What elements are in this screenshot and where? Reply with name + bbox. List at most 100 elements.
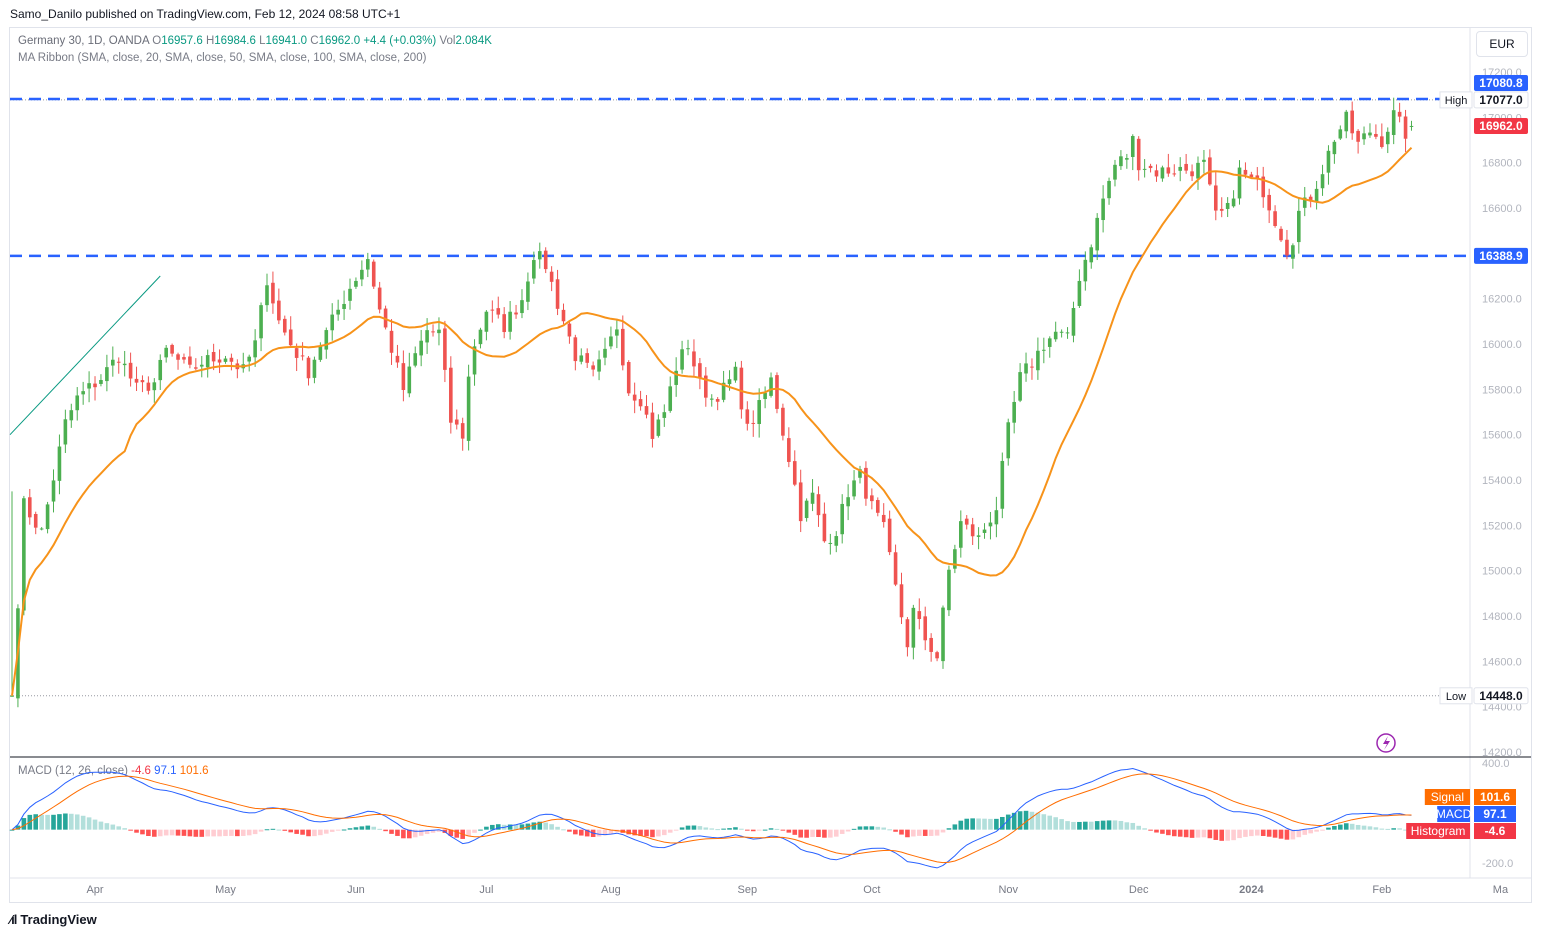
- candle-body: [413, 353, 418, 366]
- candle-body: [27, 497, 32, 518]
- macd-histogram-bar: [193, 829, 199, 837]
- candle-body: [650, 412, 655, 439]
- candle: [1356, 129, 1360, 154]
- candle-body: [543, 250, 548, 270]
- macd-histogram-bar: [1053, 817, 1058, 830]
- candle-body: [615, 329, 619, 336]
- candle-body: [63, 419, 68, 445]
- macd-histogram-bar: [1296, 829, 1302, 838]
- macd-histogram-bar: [276, 829, 282, 831]
- candle-body: [294, 348, 299, 358]
- candle: [1113, 159, 1117, 187]
- candle-body: [1409, 125, 1414, 127]
- candle: [377, 281, 382, 314]
- candle-body: [632, 394, 637, 401]
- candle: [787, 427, 791, 468]
- macd-legend: MACD (12, 26, close) -4.6 97.1 101.6: [18, 765, 209, 777]
- candle-body: [223, 358, 228, 362]
- candle: [1403, 109, 1408, 153]
- price-tick-label: 16000.0: [1482, 339, 1522, 351]
- candle: [1018, 363, 1022, 403]
- candle-body: [1391, 110, 1396, 135]
- macd-histogram-bar: [365, 825, 371, 830]
- candle: [781, 403, 785, 441]
- candle: [555, 269, 560, 316]
- last-price-tag-bg: [1474, 117, 1528, 134]
- macd-histogram-bar: [1130, 822, 1136, 830]
- candle-body: [745, 409, 750, 424]
- candle-body: [775, 375, 779, 409]
- candle: [93, 376, 97, 401]
- candle: [644, 395, 649, 419]
- candle: [520, 289, 524, 319]
- candle: [271, 271, 275, 314]
- macd-histogram-bar: [869, 826, 875, 830]
- candle-body: [982, 529, 987, 533]
- candle-body: [22, 498, 26, 611]
- currency-button[interactable]: EUR: [1476, 31, 1528, 57]
- macd-histogram-bar: [1225, 829, 1230, 841]
- candle-body: [10, 695, 14, 697]
- candle: [205, 349, 210, 378]
- macd-histogram-bar: [685, 825, 691, 830]
- macd-histogram-bar: [555, 826, 560, 830]
- macd-histogram-bar: [484, 826, 489, 830]
- candle-body: [229, 357, 234, 362]
- price-tick-label: 16200.0: [1482, 294, 1522, 306]
- candle: [105, 354, 109, 392]
- candle: [158, 354, 163, 391]
- candle: [1219, 197, 1224, 218]
- candle-body: [1065, 332, 1070, 334]
- macd-histogram-bar: [875, 826, 881, 830]
- macd-histogram-bar: [1136, 825, 1141, 830]
- candle-body: [93, 383, 97, 388]
- candle: [1166, 153, 1171, 177]
- macd-histogram-bar: [69, 813, 74, 830]
- candle: [22, 495, 26, 616]
- macd-histogram-bar: [63, 813, 68, 830]
- macd-histogram-bar: [181, 829, 187, 836]
- macd-histogram-bar: [306, 829, 311, 837]
- candle: [1107, 177, 1111, 205]
- candle: [698, 357, 702, 390]
- macd-histogram-bar: [146, 829, 151, 836]
- candle: [413, 346, 418, 368]
- macd-histogram-bar: [424, 829, 430, 835]
- time-tick-label: May: [215, 884, 236, 896]
- candle-body: [1302, 197, 1307, 208]
- macd-histogram-bar: [816, 829, 821, 838]
- candle: [864, 461, 868, 506]
- candle: [354, 277, 358, 289]
- candle-body: [870, 495, 874, 502]
- candle: [199, 356, 204, 378]
- candle-body: [1083, 259, 1088, 282]
- candle-body: [1267, 194, 1271, 211]
- candle-body: [893, 552, 898, 585]
- macd-histogram-bar: [1059, 819, 1064, 830]
- macd-histogram-bar: [169, 829, 175, 836]
- candle: [816, 486, 821, 527]
- macd-histogram-bar: [353, 827, 359, 830]
- candle-body: [116, 361, 121, 363]
- candle: [887, 510, 892, 556]
- publisher-line: Samo_Danilo published on TradingView.com…: [10, 7, 401, 21]
- candle-body: [69, 410, 74, 421]
- candle: [899, 572, 904, 625]
- candle: [858, 465, 862, 484]
- open-value: 16957.6: [161, 35, 203, 47]
- candle: [680, 340, 684, 374]
- macd-histogram-bar: [1023, 810, 1029, 830]
- macd-histogram-bar: [1160, 829, 1165, 834]
- candle-body: [875, 500, 880, 513]
- macd-histogram-bar: [217, 829, 222, 837]
- change-value: +4.4 (+0.03%): [363, 35, 437, 47]
- candle-body: [1326, 150, 1331, 173]
- candle-body: [1000, 460, 1005, 509]
- macd-histogram-bar: [1088, 821, 1094, 830]
- candle: [870, 488, 874, 510]
- macd-histogram-bar: [893, 829, 898, 832]
- candle: [1362, 126, 1366, 145]
- support-price-tag: 16388.9: [1474, 247, 1528, 264]
- candle: [1059, 329, 1064, 338]
- macd-histogram-bar: [335, 829, 341, 831]
